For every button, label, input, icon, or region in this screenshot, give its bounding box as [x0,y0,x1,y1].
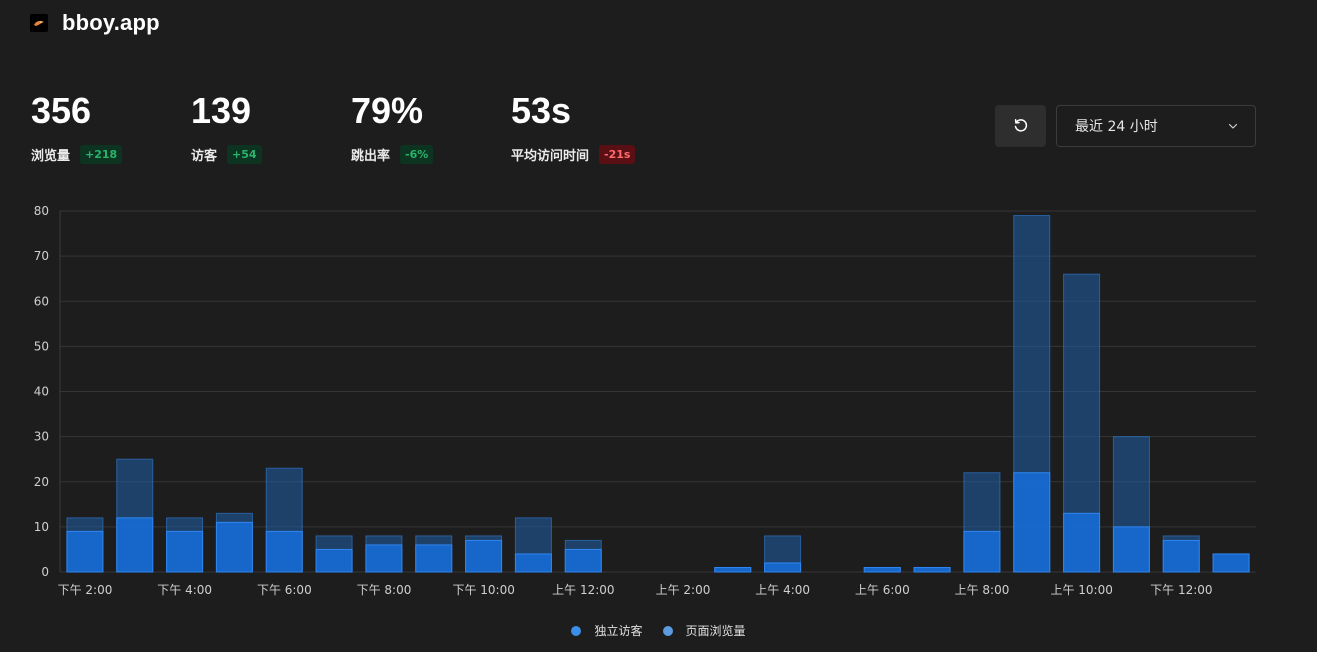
bar-visitors[interactable] [465,539,503,573]
bar-visitors[interactable] [415,544,453,573]
bar-visitors[interactable] [1112,526,1150,573]
bar-visitors[interactable] [913,566,951,573]
x-tick-label: 上午 6:00 [855,583,910,597]
stat-label: 访客 [191,148,218,164]
bar-visitors[interactable] [315,548,353,573]
x-tick-label: 下午 4:00 [157,583,212,597]
y-tick-label: 30 [34,430,49,444]
chevron-down-icon [1228,123,1238,129]
bar-visitors[interactable] [116,517,154,573]
date-range-select[interactable]: 最近 24 小时 [1056,105,1256,147]
legend-item-pageviews[interactable]: 页面浏览量 [662,622,746,639]
change-badge: -21s [599,144,636,164]
x-tick-label: 上午 2:00 [656,583,711,597]
change-badge: -6% [400,144,434,164]
x-tick-label: 上午 8:00 [955,583,1010,597]
stat-value: 139 [191,90,252,131]
bar-visitors[interactable] [1162,539,1200,573]
refresh-icon [1014,119,1027,132]
legend-item-visitors[interactable]: 独立访客 [571,622,643,639]
bar-visitors[interactable] [215,521,253,573]
bar-visitors[interactable] [66,530,104,573]
stat-value: 53s [511,90,572,131]
bar-visitors[interactable] [714,566,752,573]
bar-visitors[interactable] [963,530,1001,573]
stat-value: 356 [31,90,92,131]
y-tick-label: 50 [34,339,49,353]
x-tick-label: 下午 12:00 [1150,583,1212,597]
x-tick-label: 下午 2:00 [58,583,113,597]
stat-label: 浏览量 [31,148,71,164]
stat-visitors: 139 访客 +54 [191,90,262,164]
y-tick-label: 10 [34,520,49,534]
bar-visitors[interactable] [514,553,552,573]
legend-dot [662,625,673,636]
bar-visitors[interactable] [265,530,303,573]
legend-label: 独立访客 [594,624,643,638]
x-tick-label: 下午 6:00 [257,583,312,597]
bar-visitors[interactable] [863,566,901,573]
stat-pageviews: 356 浏览量 +218 [31,90,123,164]
x-tick-label: 上午 4:00 [755,583,810,597]
site-header: bboy.app [30,8,160,38]
x-tick-label: 上午 12:00 [552,583,614,597]
change-badge: +54 [227,144,262,164]
bar-visitors[interactable] [166,530,204,573]
site-title[interactable]: bboy.app [62,10,160,35]
x-tick-label: 下午 8:00 [357,583,412,597]
stat-avg-visit-time: 53s 平均访问时间 -21s [511,90,636,164]
y-tick-label: 0 [41,565,49,579]
bird-logo-icon [30,14,48,32]
x-tick-label: 上午 10:00 [1050,583,1112,597]
stat-label: 跳出率 [351,148,391,164]
y-tick-label: 60 [34,294,49,308]
bar-visitors[interactable] [564,548,602,573]
y-tick-label: 70 [34,249,49,263]
bar-visitors[interactable] [764,562,802,573]
bar-visitors[interactable] [1013,472,1051,573]
bar-visitors[interactable] [1212,553,1250,573]
date-range-label: 最近 24 小时 [1075,119,1158,135]
y-tick-label: 20 [34,475,49,489]
traffic-bar-chart: 0 10 20 30 40 50 60 70 80 下午 2:00 下午 4:00 下午 6:00 下… [34,204,1256,597]
stat-bounce-rate: 79% 跳出率 -6% [351,90,434,164]
legend-label: 页面浏览量 [685,624,746,638]
x-tick-label: 下午 10:00 [452,583,514,597]
y-tick-label: 80 [34,204,49,218]
refresh-button[interactable] [995,105,1046,147]
y-tick-label: 40 [34,385,49,399]
stat-value: 79% [351,90,424,131]
stat-label: 平均访问时间 [511,148,590,164]
bar-visitors[interactable] [1063,512,1101,573]
chart-legend: 独立访客 页面浏览量 [0,622,1317,639]
legend-dot [571,625,582,636]
bar-visitors[interactable] [365,544,403,573]
change-badge: +218 [80,144,123,164]
